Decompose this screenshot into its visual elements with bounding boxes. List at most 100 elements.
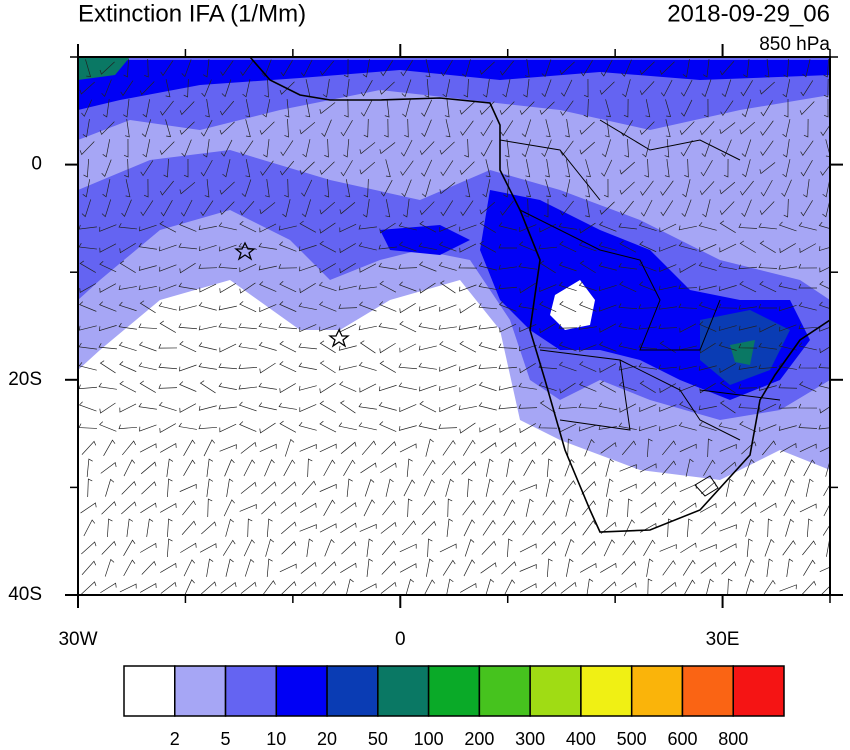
wind-barb: [339, 400, 356, 414]
wind-barb: [478, 381, 497, 392]
wind-barb: [99, 61, 115, 75]
wind-barb: [438, 261, 457, 271]
wind-barb: [580, 60, 593, 77]
wind-barb: [218, 305, 237, 311]
wind-barb: [558, 324, 578, 329]
wind-barb: [81, 560, 97, 575]
wind-barb: [363, 178, 369, 198]
wind-barb: [524, 198, 529, 218]
wind-barb: [519, 101, 535, 116]
wind-barb: [507, 538, 513, 558]
wind-barb: [343, 58, 349, 78]
wind-barb: [339, 263, 356, 274]
wind-barb: [200, 159, 213, 177]
wind-barb: [782, 540, 796, 556]
wind-barb: [819, 406, 830, 414]
wind-barb: [579, 121, 595, 135]
wind-barb: [358, 422, 377, 431]
wind-barb: [300, 581, 317, 595]
wind-barb: [206, 478, 214, 497]
wind-barb: [321, 119, 332, 137]
wind-barb: [319, 102, 336, 115]
wind-barb: [678, 365, 697, 371]
wind-barb: [280, 60, 293, 77]
wind-barb: [541, 520, 557, 535]
wind-barb: [379, 342, 396, 354]
wind-barb: [585, 199, 590, 218]
wind-barb: [545, 119, 551, 138]
wind-barb: [421, 99, 433, 117]
wind-barb: [665, 99, 672, 118]
wind-barb: [803, 459, 816, 477]
wind-barb: [118, 424, 137, 430]
wind-barb: [425, 438, 434, 457]
wind-barb: [102, 99, 110, 118]
wind-barb: [461, 461, 477, 475]
wind-barb: [258, 265, 277, 271]
wind-barb: [183, 439, 196, 456]
wind-barb: [701, 139, 712, 158]
wind-barb: [565, 498, 574, 517]
wind-barb: [678, 225, 697, 231]
wind-barb: [639, 241, 657, 253]
wind-barb: [218, 404, 237, 410]
wind-barb: [682, 59, 690, 78]
wind-barb: [123, 58, 129, 78]
wind-barb: [324, 138, 329, 158]
wind-barb: [806, 518, 813, 538]
wind-barb: [680, 502, 697, 514]
wind-barb: [541, 79, 552, 98]
wind-barb: [465, 179, 471, 198]
wind-barb: [760, 140, 774, 156]
wind-barb: [298, 362, 317, 370]
wind-barb: [462, 500, 476, 516]
wind-barb: [659, 244, 677, 252]
wind-barb: [798, 283, 818, 289]
wind-barb: [400, 60, 414, 77]
wind-barb: [447, 498, 453, 518]
wind-barb: [359, 142, 376, 155]
wind-barb: [500, 200, 514, 216]
wind-barb: [139, 300, 156, 314]
wind-barb: [682, 559, 696, 576]
wind-barb: [220, 139, 233, 157]
wind-barb: [506, 458, 514, 477]
wind-barb: [805, 478, 814, 497]
wind-barb: [340, 562, 357, 573]
wind-barb: [343, 459, 356, 476]
wind-barb: [299, 404, 317, 413]
wind-barb: [119, 583, 137, 593]
wind-barb: [340, 522, 357, 534]
wind-barb: [319, 443, 337, 453]
wind-barb: [504, 579, 516, 595]
wind-barb: [81, 541, 97, 555]
wind-barb: [399, 343, 417, 353]
wind-barb: [442, 559, 456, 576]
wind-barb: [344, 98, 349, 118]
wind-barb: [618, 303, 638, 310]
wind-barb: [598, 241, 617, 251]
wind-barb: [461, 59, 471, 78]
wind-barb: [638, 362, 657, 370]
wind-barb: [279, 281, 297, 293]
lesotho: [694, 475, 719, 497]
colorbar-swatch: [681, 665, 734, 717]
wind-barb: [721, 561, 737, 575]
wind-barb: [379, 360, 396, 373]
plume-peak-east: [730, 340, 755, 365]
wind-barb: [541, 139, 552, 157]
wind-barb: [719, 380, 736, 394]
wind-barb: [599, 363, 617, 373]
wind-barb: [459, 364, 477, 372]
wind-barb: [362, 59, 370, 78]
wind-barb: [818, 221, 830, 229]
wind-barb: [427, 538, 433, 558]
wind-barb: [719, 122, 736, 135]
wind-barb: [725, 478, 734, 497]
wind-barb: [160, 442, 177, 453]
wind-barb: [581, 461, 597, 475]
wind-barb: [201, 521, 217, 535]
wind-barb: [159, 220, 177, 233]
colorbar-label: 600: [667, 729, 697, 749]
wind-barb: [678, 242, 697, 251]
